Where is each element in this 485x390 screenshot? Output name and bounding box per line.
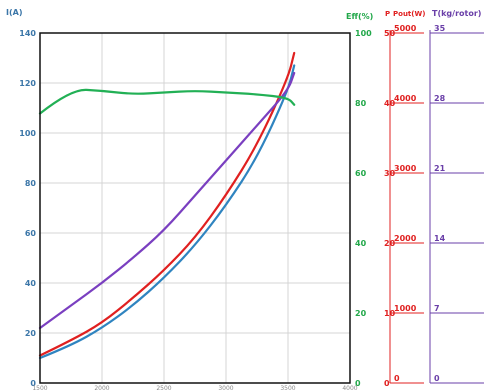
torque-tick-label: 14 xyxy=(434,234,446,243)
left-tick-label: 80 xyxy=(25,179,37,188)
p-tick-label: 20 xyxy=(384,239,396,248)
left-tick-label: 0 xyxy=(30,379,36,388)
x-tick-label: 2000 xyxy=(94,385,109,390)
left-tick-label: 120 xyxy=(19,79,36,88)
eff-tick-label: 80 xyxy=(355,99,367,108)
left-axis-title: I(A) xyxy=(6,8,22,17)
x-tick-label: 4000 xyxy=(342,385,357,390)
pout-tick-label: 3000 xyxy=(394,164,417,173)
eff-tick-label: 20 xyxy=(355,309,367,318)
p-tick-label: 10 xyxy=(384,309,396,318)
eff-tick-label: 0 xyxy=(355,379,361,388)
x-tick-label: 3000 xyxy=(218,385,233,390)
chart-axes xyxy=(39,30,484,384)
chart-series xyxy=(38,51,296,360)
p-tick-label: 50 xyxy=(384,29,396,38)
torque-tick-label: 7 xyxy=(434,304,440,313)
series-line-1 xyxy=(38,51,296,357)
pout-tick-label: 2000 xyxy=(394,234,417,243)
p-tick-label: 40 xyxy=(384,99,396,108)
pout-axis-title: Pout(W) xyxy=(393,10,425,18)
left-tick-label: 60 xyxy=(25,229,37,238)
x-tick-label: 3500 xyxy=(280,385,295,390)
left-tick-label: 140 xyxy=(19,29,36,38)
eff-tick-label: 60 xyxy=(355,169,367,178)
torque-tick-label: 35 xyxy=(434,24,446,33)
axis-titles: I(A) Eff(%) P Pout(W) T(kg/rotor) xyxy=(6,8,481,21)
left-tick-label: 100 xyxy=(19,129,36,138)
series-line-3 xyxy=(38,88,296,115)
series-line-2 xyxy=(38,71,296,330)
torque-tick-label: 0 xyxy=(434,374,440,383)
p-tick-label: 0 xyxy=(384,379,390,388)
left-tick-label: 40 xyxy=(25,279,37,288)
p-tick-label: 30 xyxy=(384,169,396,178)
eff-axis-title: Eff(%) xyxy=(346,12,373,21)
left-tick-label: 20 xyxy=(25,329,37,338)
torque-tick-label: 28 xyxy=(434,94,446,103)
pout-tick-label: 0 xyxy=(394,374,400,383)
eff-tick-label: 40 xyxy=(355,239,367,248)
pout-tick-label: 1000 xyxy=(394,304,417,313)
series-line-0 xyxy=(38,64,296,360)
x-tick-label: 1500 xyxy=(32,385,47,390)
eff-tick-label: 100 xyxy=(355,29,372,38)
p-axis-title: P xyxy=(385,10,390,18)
pout-tick-label: 4000 xyxy=(394,94,417,103)
pout-tick-label: 5000 xyxy=(394,24,417,33)
torque-axis-title: T(kg/rotor) xyxy=(432,9,481,18)
plot-frame xyxy=(39,32,351,384)
x-tick-label: 2500 xyxy=(156,385,171,390)
torque-tick-label: 21 xyxy=(434,164,446,173)
